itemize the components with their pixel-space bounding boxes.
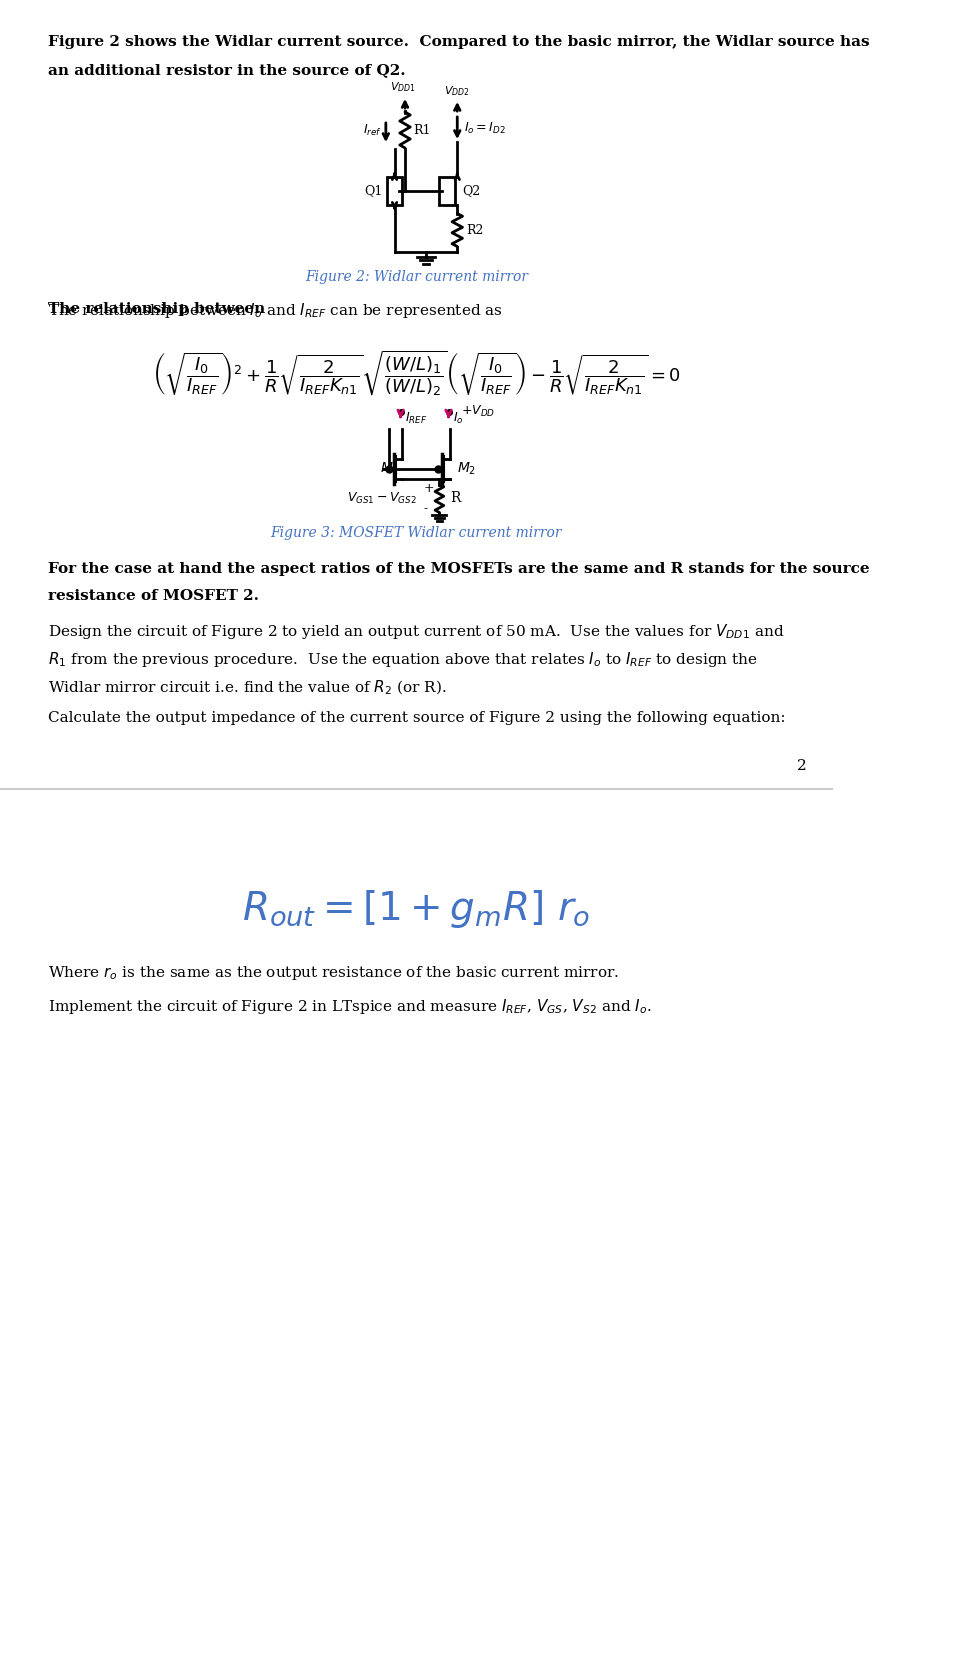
Text: -: - bbox=[424, 502, 428, 515]
Text: 2: 2 bbox=[796, 760, 807, 773]
Text: Q1: Q1 bbox=[364, 184, 382, 198]
Text: $M_1$: $M_1$ bbox=[380, 460, 399, 477]
Text: Figure 2 shows the Widlar current source.  Compared to the basic mirror, the Wid: Figure 2 shows the Widlar current source… bbox=[48, 35, 870, 48]
Text: $I_{ref}$: $I_{ref}$ bbox=[362, 123, 381, 138]
Text: +: + bbox=[424, 482, 434, 495]
Text: $\left(\sqrt{\dfrac{I_0}{I_{REF}}}\right)^2 + \dfrac{1}{R}\sqrt{\dfrac{2}{I_{REF: $\left(\sqrt{\dfrac{I_0}{I_{REF}}}\right… bbox=[152, 349, 681, 397]
Text: $M_2$: $M_2$ bbox=[457, 460, 476, 477]
Text: The relationship between $I_o$ and $I_{REF}$ can be represented as: The relationship between $I_o$ and $I_{R… bbox=[48, 301, 503, 321]
Text: R2: R2 bbox=[466, 223, 484, 236]
Text: $V_{DD1}$: $V_{DD1}$ bbox=[390, 80, 416, 95]
Text: Q2: Q2 bbox=[463, 184, 481, 198]
Text: For the case at hand the aspect ratios of the MOSFETs are the same and R stands : For the case at hand the aspect ratios o… bbox=[48, 562, 870, 575]
Text: R: R bbox=[450, 492, 460, 505]
Text: $V_{DD2}$: $V_{DD2}$ bbox=[445, 85, 470, 98]
Text: $I_{REF}$: $I_{REF}$ bbox=[405, 411, 427, 425]
Text: $I_o= I_{D2}$: $I_o= I_{D2}$ bbox=[465, 120, 506, 136]
Bar bbox=[439, 176, 455, 204]
Text: Design the circuit of Figure 2 to yield an output current of 50 mA.  Use the val: Design the circuit of Figure 2 to yield … bbox=[48, 623, 785, 642]
Text: The relationship between: The relationship between bbox=[48, 301, 271, 316]
Text: Implement the circuit of Figure 2 in LTspice and measure $I_{REF}$, $V_{GS}$, $V: Implement the circuit of Figure 2 in LTs… bbox=[48, 997, 651, 1017]
Text: an additional resistor in the source of Q2.: an additional resistor in the source of … bbox=[48, 63, 405, 76]
Text: R1: R1 bbox=[414, 123, 431, 136]
Text: Figure 2: Widlar current mirror: Figure 2: Widlar current mirror bbox=[305, 269, 528, 284]
Text: Widlar mirror circuit i.e. find the value of $R_2$ (or R).: Widlar mirror circuit i.e. find the valu… bbox=[48, 678, 446, 696]
Text: $R_{out}=[1+g_m R]\ r_o$: $R_{out}=[1+g_m R]\ r_o$ bbox=[242, 889, 591, 931]
Bar bbox=[387, 176, 402, 204]
Text: $+V_{DD}$: $+V_{DD}$ bbox=[461, 404, 495, 419]
Text: resistance of MOSFET 2.: resistance of MOSFET 2. bbox=[48, 590, 259, 603]
Text: Where $r_o$ is the same as the output resistance of the basic current mirror.: Where $r_o$ is the same as the output re… bbox=[48, 964, 619, 982]
Text: $I_o$: $I_o$ bbox=[453, 411, 464, 425]
Text: $V_{GS1}-V_{GS2}$: $V_{GS1}-V_{GS2}$ bbox=[347, 490, 417, 505]
Text: Calculate the output impedance of the current source of Figure 2 using the follo: Calculate the output impedance of the cu… bbox=[48, 711, 786, 726]
Text: Figure 3: MOSFET Widlar current mirror: Figure 3: MOSFET Widlar current mirror bbox=[271, 527, 562, 540]
Text: $R_1$ from the previous procedure.  Use the equation above that relates $I_o$ to: $R_1$ from the previous procedure. Use t… bbox=[48, 650, 758, 670]
